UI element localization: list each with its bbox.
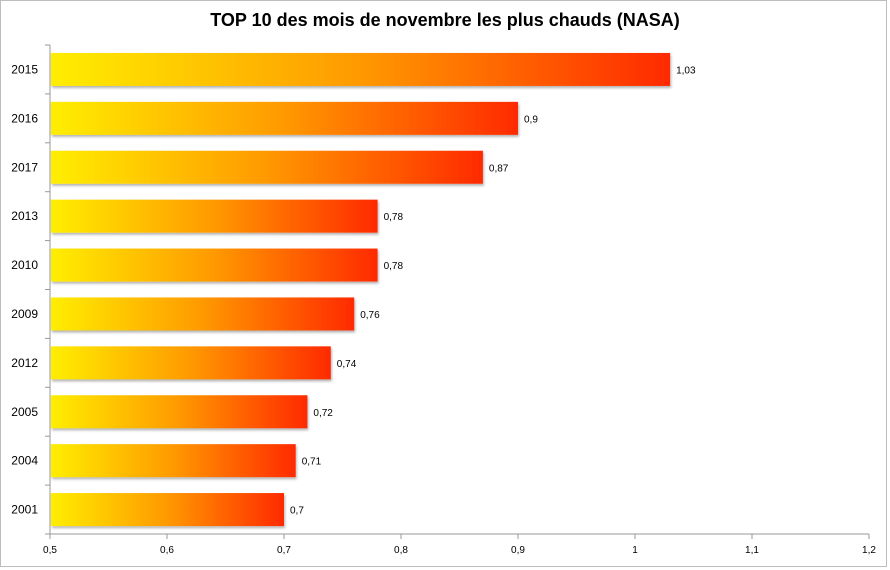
data-label: 0,9 (524, 114, 538, 125)
bar-2001 (51, 493, 284, 527)
category-label: 2016 (11, 111, 38, 125)
data-label: 0,71 (302, 457, 322, 468)
bar-2017 (51, 150, 483, 184)
x-tick-label: 0,6 (160, 545, 174, 556)
category-label: 2001 (11, 503, 38, 517)
category-label: 2004 (11, 454, 38, 468)
chart-title: TOP 10 des mois de novembre les plus cha… (210, 10, 680, 30)
x-tick-label: 1 (632, 545, 638, 556)
data-label: 1,03 (676, 65, 696, 76)
data-label: 0,72 (313, 408, 333, 419)
bar-2015 (51, 52, 671, 86)
x-tick-label: 0,8 (394, 545, 408, 556)
category-label: 2009 (11, 307, 38, 321)
data-label: 0,78 (384, 261, 404, 272)
category-label: 2010 (11, 258, 38, 272)
data-label: 0,87 (489, 163, 509, 174)
category-label: 2005 (11, 405, 38, 419)
bar-2004 (51, 444, 296, 478)
bar-2010 (51, 248, 378, 282)
data-label: 0,74 (337, 359, 357, 370)
category-label: 2015 (11, 62, 38, 76)
data-label: 0,76 (360, 310, 380, 321)
bar-2012 (51, 346, 331, 380)
data-label: 0,78 (384, 212, 404, 223)
bar-2016 (51, 101, 518, 135)
bar-2009 (51, 297, 355, 331)
x-tick-label: 0,5 (43, 545, 57, 556)
bar-2013 (51, 199, 378, 233)
category-label: 2012 (11, 356, 38, 370)
x-tick-label: 1,1 (745, 545, 759, 556)
category-label: 2017 (11, 160, 38, 174)
x-tick-label: 0,9 (511, 545, 525, 556)
category-label: 2013 (11, 209, 38, 223)
bar-2005 (51, 395, 308, 429)
x-tick-label: 0,7 (277, 545, 291, 556)
data-label: 0,7 (290, 506, 304, 517)
x-tick-label: 1,2 (862, 545, 876, 556)
